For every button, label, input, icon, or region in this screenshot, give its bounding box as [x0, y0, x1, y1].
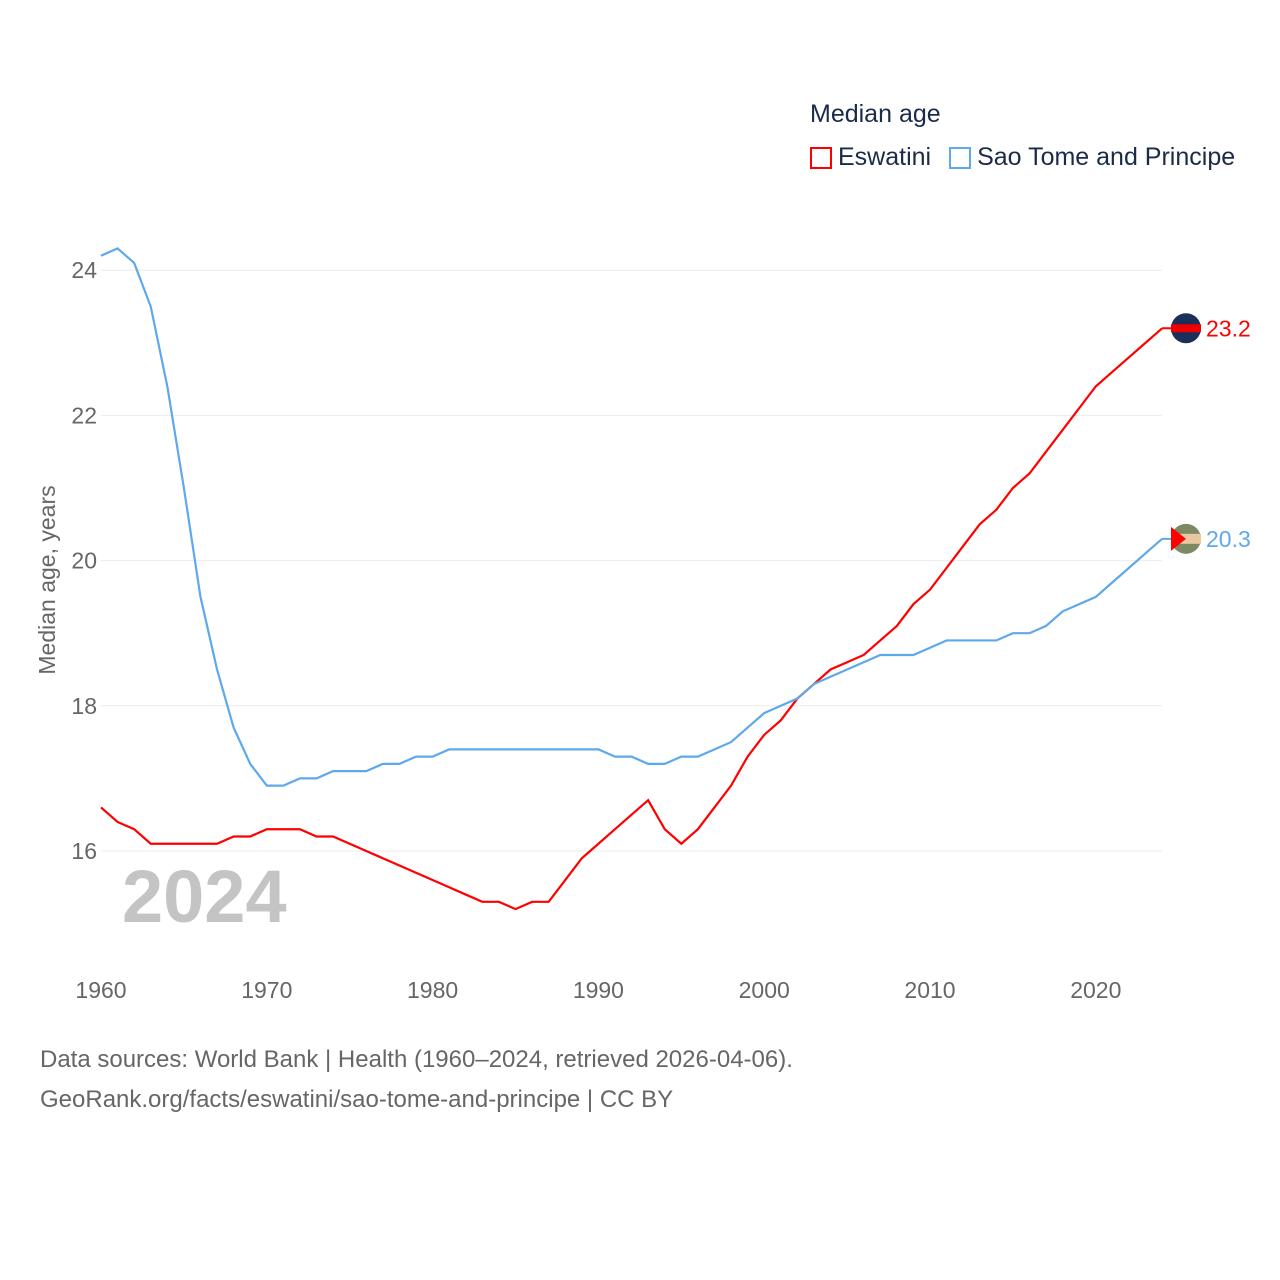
y-axis-label: Median age, years — [34, 485, 60, 674]
source-note: Data sources: World Bank | Health (1960–… — [40, 1046, 793, 1073]
legend-item-sao-tome[interactable]: Sao Tome and Principe — [949, 143, 1235, 172]
legend-label: Eswatini — [838, 143, 932, 171]
end-value-label: 20.3 — [1206, 526, 1251, 552]
legend-label: Sao Tome and Principe — [977, 143, 1236, 171]
end-value-label: 23.2 — [1206, 315, 1251, 341]
y-tick-label: 24 — [71, 257, 97, 283]
y-tick-label: 20 — [71, 548, 97, 574]
x-tick-label: 1990 — [573, 977, 624, 1003]
x-tick-label: 2000 — [739, 977, 790, 1003]
source-link[interactable]: GeoRank.org/facts/eswatini/sao-tome-and-… — [40, 1086, 674, 1113]
y-tick-label: 16 — [71, 838, 97, 864]
flag-stripe — [1171, 324, 1201, 333]
series-line-sao-tome — [100, 247, 1163, 787]
flag-triangle — [1171, 526, 1186, 551]
year-label: 2024 — [122, 855, 287, 938]
x-tick-label: 2010 — [904, 977, 955, 1003]
legend: Eswatini Sao Tome and Principe — [810, 143, 1235, 172]
x-tick-label: 1970 — [241, 977, 292, 1003]
series-line-eswatini — [100, 327, 1163, 911]
x-tick-label: 2020 — [1070, 977, 1121, 1003]
y-tick-label: 22 — [71, 402, 97, 428]
legend-item-eswatini[interactable]: Eswatini — [810, 143, 931, 172]
y-tick-label: 18 — [71, 693, 97, 719]
legend-swatch — [810, 146, 832, 169]
x-tick-label: 1960 — [75, 977, 126, 1003]
legend-swatch — [949, 146, 972, 169]
legend-title: Median age — [810, 100, 941, 128]
x-tick-label: 1980 — [407, 977, 458, 1003]
